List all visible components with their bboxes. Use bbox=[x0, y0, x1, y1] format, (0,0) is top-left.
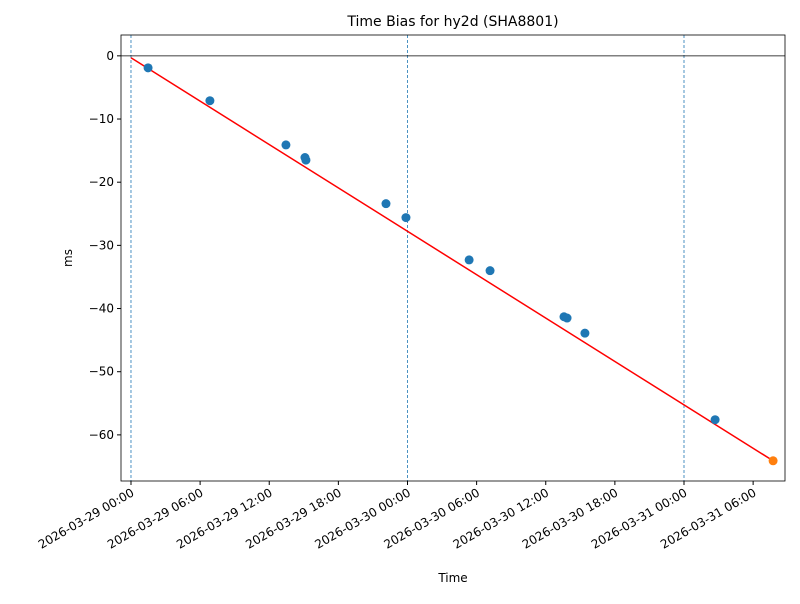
fit-line bbox=[130, 57, 774, 462]
y-tick-label: −20 bbox=[89, 175, 114, 189]
point bbox=[281, 140, 291, 150]
point bbox=[710, 415, 720, 425]
point bbox=[562, 313, 572, 323]
y-tick-label: −10 bbox=[89, 112, 114, 126]
plot-frame bbox=[120, 34, 786, 482]
point bbox=[580, 328, 590, 338]
y-axis-label: ms bbox=[61, 249, 75, 267]
point bbox=[464, 255, 474, 265]
y-tick-label: −60 bbox=[89, 428, 114, 442]
y-tick-label: −40 bbox=[89, 302, 114, 316]
y-tick-label: 0 bbox=[106, 49, 114, 63]
point bbox=[485, 266, 495, 276]
x-axis-label: Time bbox=[437, 571, 467, 585]
point bbox=[205, 96, 215, 106]
point bbox=[301, 155, 311, 165]
point bbox=[401, 213, 411, 223]
point bbox=[381, 199, 391, 209]
y-tick-label: −30 bbox=[89, 238, 114, 252]
point bbox=[768, 456, 778, 466]
y-tick-label: −50 bbox=[89, 365, 114, 379]
chart-title: Time Bias for hy2d (SHA8801) bbox=[346, 14, 558, 30]
point bbox=[143, 63, 153, 73]
